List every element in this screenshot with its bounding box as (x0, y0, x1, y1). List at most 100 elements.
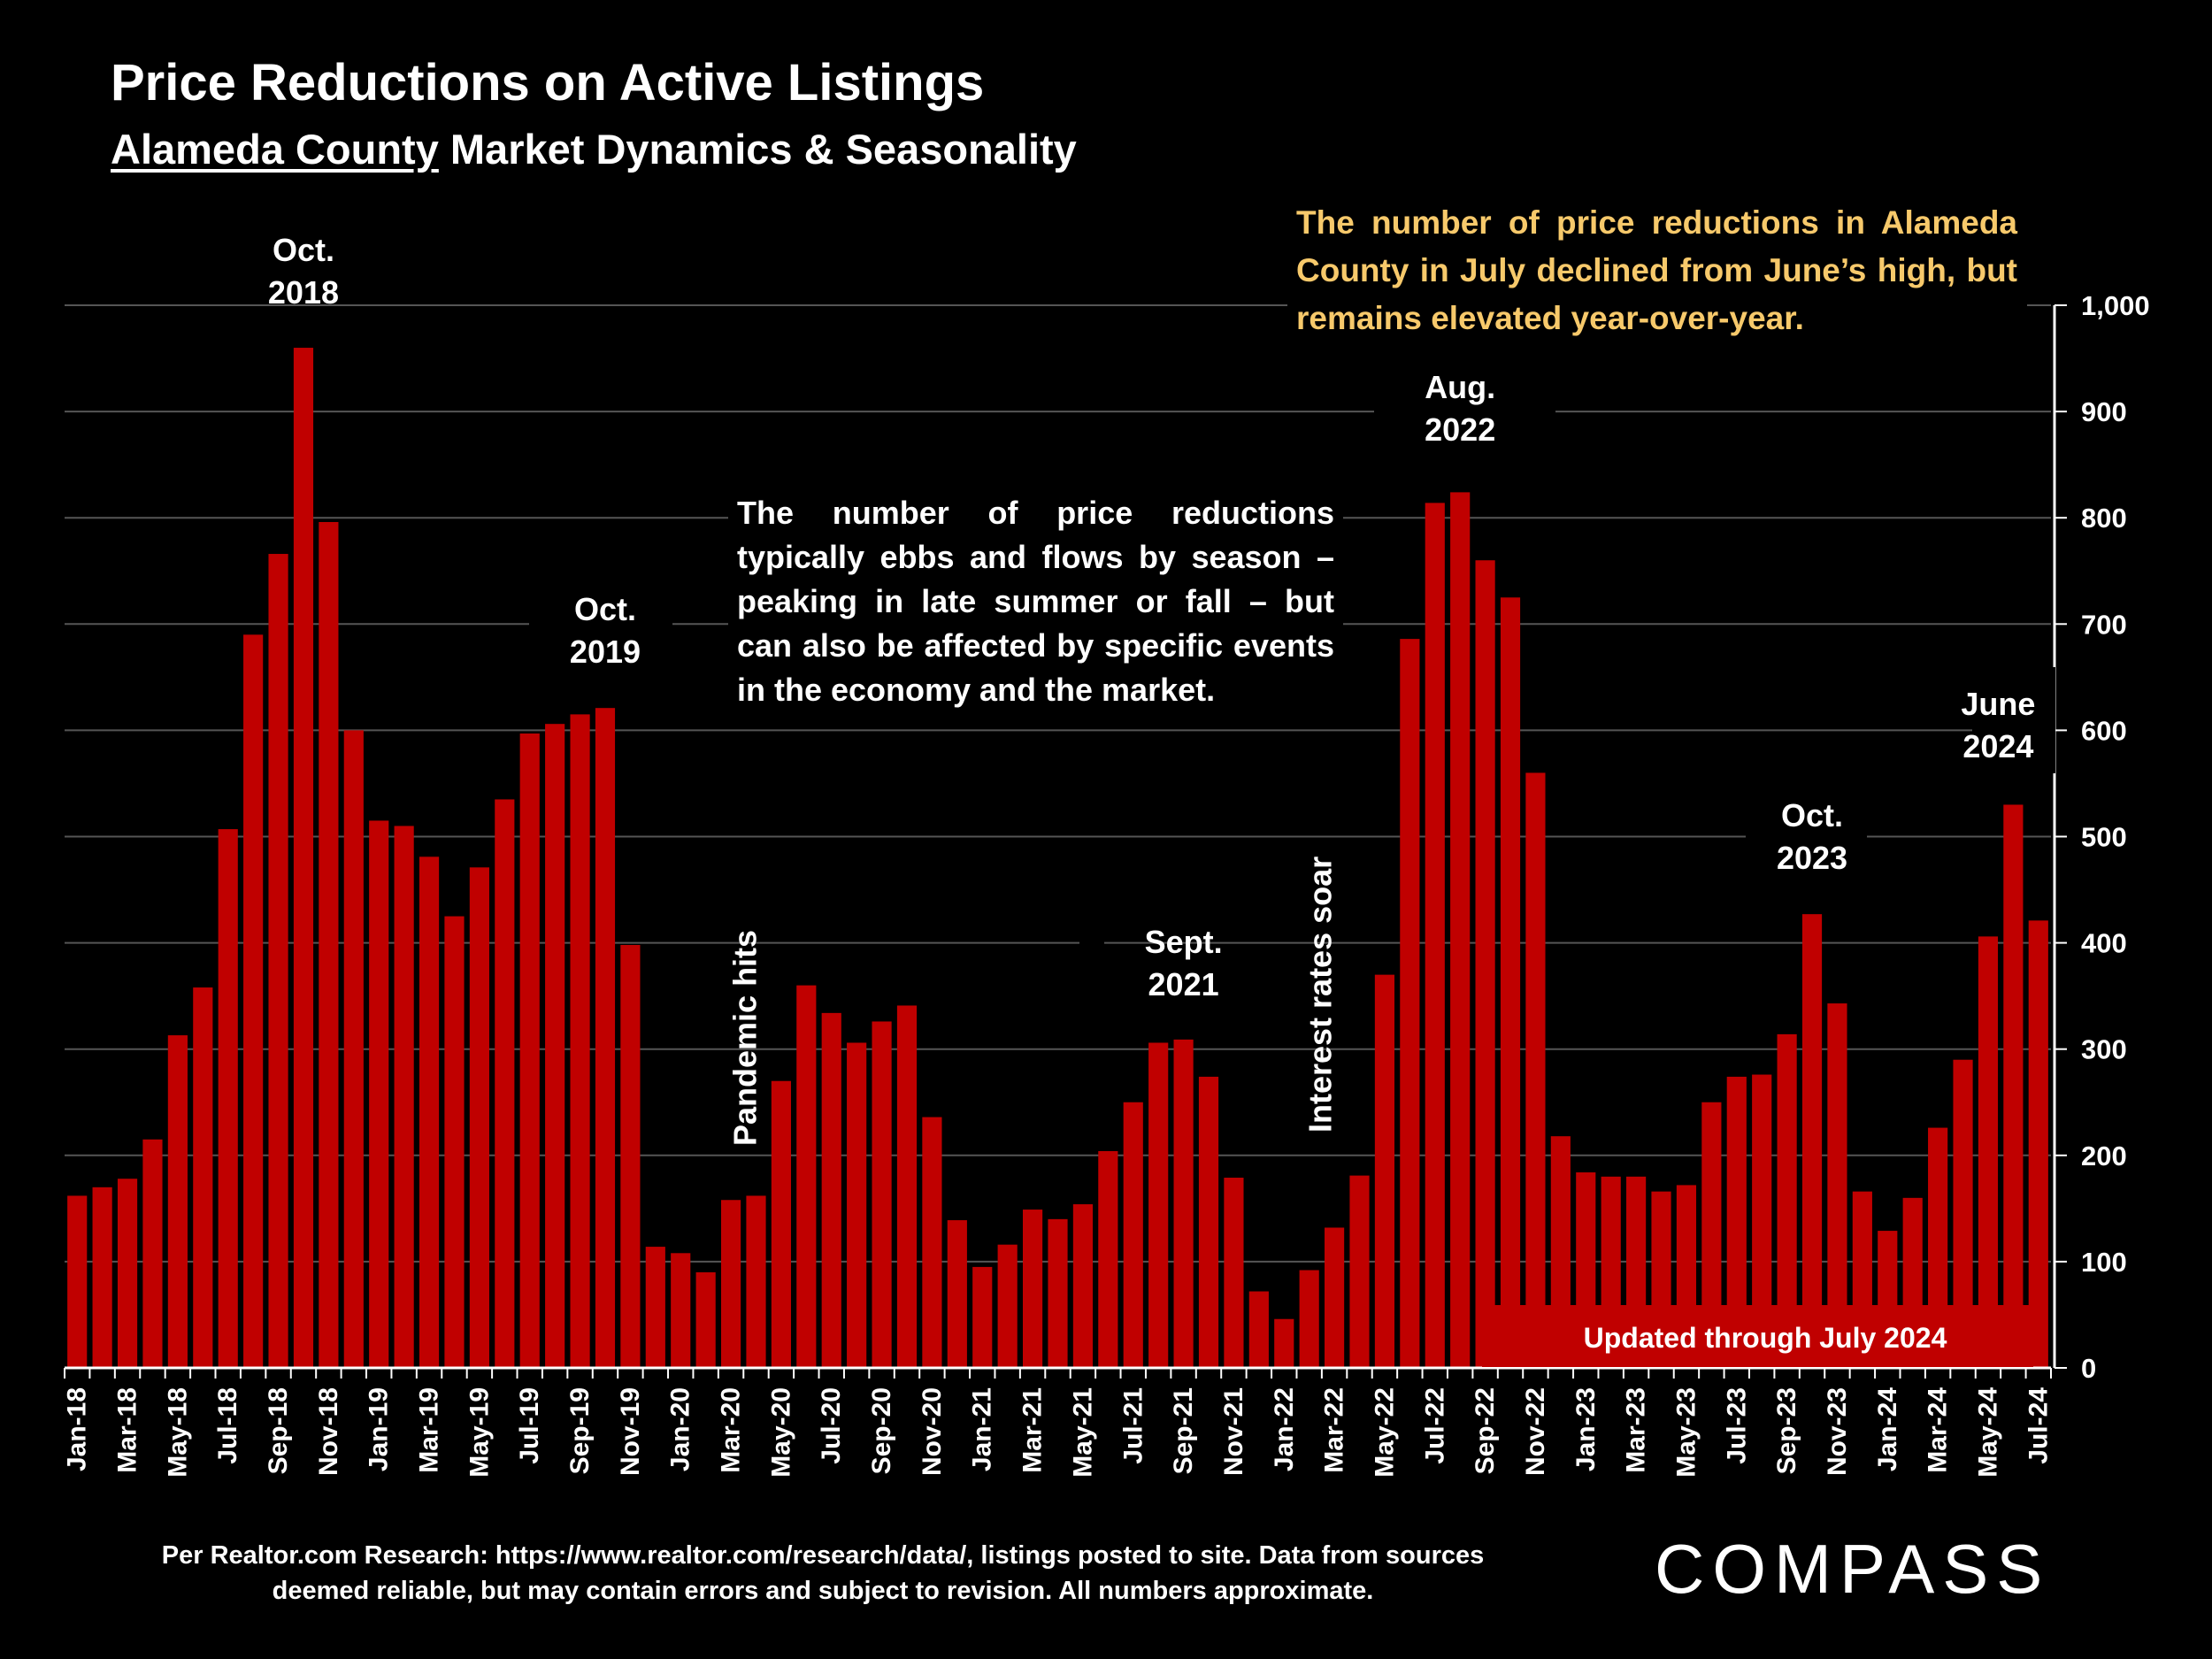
bar-May-20 (771, 1080, 791, 1368)
bar-Nov-19 (620, 945, 641, 1368)
bar-Jul-20 (821, 1012, 841, 1368)
x-tick-label: May-18 (163, 1387, 192, 1478)
bar-Mar-22 (1325, 1227, 1345, 1368)
bar-Dec-21 (1248, 1291, 1269, 1368)
y-tick-label: 500 (2081, 822, 2127, 853)
annotation-backdrop (1972, 667, 2055, 773)
x-tick-label: Jul-19 (515, 1387, 544, 1464)
bar-Oct-21 (1198, 1076, 1219, 1368)
chart-title: Price Reductions on Active Listings (111, 54, 985, 111)
bar-Apr-21 (1048, 1218, 1068, 1368)
x-tick-label: Jan-22 (1270, 1387, 1299, 1471)
bar-Oct-23 (1801, 914, 1823, 1368)
x-tick-label: Jul-18 (213, 1387, 242, 1464)
annotation-oct-2019: Oct. 2019 (570, 591, 641, 670)
x-tick-label: Mar-20 (717, 1387, 746, 1473)
x-tick-label: Nov-23 (1823, 1387, 1852, 1476)
bar-Oct-20 (896, 1005, 918, 1368)
bar-Oct-18 (293, 348, 314, 1368)
bar-Jan-19 (369, 820, 389, 1368)
bar-Apr-18 (142, 1139, 163, 1368)
bar-May-24 (1978, 936, 1999, 1368)
annotation-oct-2023: Oct. 2023 (1777, 797, 1847, 876)
annotation-backdrop (529, 572, 672, 679)
bar-Jun-18 (193, 987, 213, 1368)
x-tick-label: May-21 (1068, 1387, 1097, 1478)
x-tick-label: Mar-21 (1018, 1387, 1048, 1473)
x-tick-label: Mar-18 (113, 1387, 142, 1473)
x-tick-label: May-24 (1973, 1387, 2002, 1478)
bar-Sep-23 (1777, 1033, 1797, 1368)
bar-Nov-22 (1525, 772, 1546, 1368)
x-tick-label: Sep-21 (1169, 1387, 1198, 1474)
bar-Sep-20 (872, 1021, 892, 1368)
bar-Sep-22 (1475, 560, 1495, 1368)
bar-Aug-21 (1148, 1042, 1169, 1368)
x-tick-label: Nov-21 (1219, 1387, 1248, 1476)
bar-Jul-24 (2028, 920, 2048, 1368)
x-tick-label: May-20 (766, 1387, 795, 1478)
bar-May-19 (469, 867, 489, 1368)
bar-Mar-21 (1022, 1210, 1043, 1368)
bar-Jun-20 (796, 985, 817, 1368)
bar-Mar-20 (720, 1200, 741, 1368)
bar-Nov-20 (922, 1117, 942, 1368)
annotation-sept-2021: Sept. 2021 (1145, 924, 1223, 1002)
x-tick-label: Mar-19 (415, 1387, 444, 1473)
callout-backdrop (728, 482, 1343, 717)
bar-May-18 (167, 1035, 188, 1368)
bar-Mar-19 (419, 856, 440, 1368)
bar-Feb-18 (92, 1187, 112, 1368)
y-tick-label: 400 (2081, 928, 2127, 959)
bar-Nov-18 (319, 522, 339, 1368)
y-tick-label: 600 (2081, 715, 2127, 746)
bar-Jun-22 (1400, 639, 1420, 1368)
annotation-june-2024: June 2024 (1961, 686, 2035, 764)
y-tick-label: 1,000 (2081, 290, 2150, 321)
y-tick-label: 800 (2081, 503, 2127, 534)
bar-Jul-19 (519, 733, 540, 1368)
x-tick-label: Jan-19 (365, 1387, 394, 1471)
bar-Aug-23 (1752, 1074, 1772, 1368)
bar-Nov-21 (1224, 1178, 1244, 1368)
y-tick-label: 100 (2081, 1247, 2127, 1278)
bar-Apr-22 (1349, 1175, 1370, 1368)
y-tick-label: 900 (2081, 396, 2127, 427)
updated-banner-label: Updated through July 2024 (1584, 1322, 1947, 1354)
bar-Dec-20 (947, 1220, 967, 1368)
x-tick-label: Mar-24 (1924, 1387, 1953, 1473)
bar-Mar-18 (117, 1179, 138, 1368)
bar-Feb-21 (997, 1244, 1018, 1368)
bar-Sep-18 (268, 554, 288, 1368)
x-tick-label: Nov-18 (314, 1387, 343, 1476)
bar-Sep-21 (1173, 1039, 1194, 1368)
x-tick-label: Sep-20 (867, 1387, 896, 1474)
x-tick-label: Sep-23 (1772, 1387, 1801, 1474)
bar-Feb-19 (394, 826, 414, 1368)
bar-Feb-20 (695, 1271, 716, 1368)
bar-Jul-21 (1123, 1102, 1143, 1368)
annotation-backdrop (1746, 779, 1867, 885)
x-tick-label: Jul-20 (817, 1387, 846, 1464)
seasonality-callout: The number of price reductions typically… (737, 495, 1334, 708)
bar-Jun-21 (1098, 1150, 1118, 1368)
x-tick-label: Jul-23 (1722, 1387, 1751, 1464)
bar-Jun-19 (495, 799, 515, 1368)
x-tick-label: May-19 (465, 1387, 494, 1478)
compass-logo: COMPASS (1655, 1530, 2051, 1608)
bar-Jun-23 (1701, 1102, 1722, 1368)
annotation-interest-rates-soar: Interest rates soar (1302, 856, 1339, 1133)
x-tick-label: Jan-23 (1571, 1387, 1601, 1471)
x-tick-label: Sep-18 (264, 1387, 293, 1474)
x-tick-label: Jan-21 (968, 1387, 997, 1471)
updated-banner (1482, 1305, 2033, 1367)
x-tick-label: Mar-22 (1320, 1387, 1349, 1473)
bar-Apr-20 (746, 1195, 766, 1368)
annotation-backdrop (1079, 905, 1104, 1011)
bar-May-22 (1374, 974, 1395, 1368)
bar-Oct-19 (595, 708, 616, 1368)
x-tick-label: May-23 (1671, 1387, 1701, 1478)
bar-May-21 (1072, 1204, 1094, 1368)
x-tick-label: Nov-20 (918, 1387, 947, 1476)
bar-Jan-20 (671, 1253, 691, 1368)
